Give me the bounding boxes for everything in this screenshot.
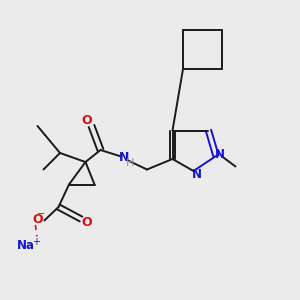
Text: Na: Na [17, 239, 35, 252]
Text: +: + [32, 237, 40, 248]
Text: H: H [126, 158, 134, 169]
Text: O: O [81, 215, 92, 229]
Text: N: N [215, 148, 225, 161]
Text: O: O [32, 213, 43, 226]
Text: −: − [37, 209, 46, 219]
Text: N: N [119, 151, 130, 164]
Text: O: O [82, 114, 92, 127]
Text: N: N [191, 168, 202, 181]
